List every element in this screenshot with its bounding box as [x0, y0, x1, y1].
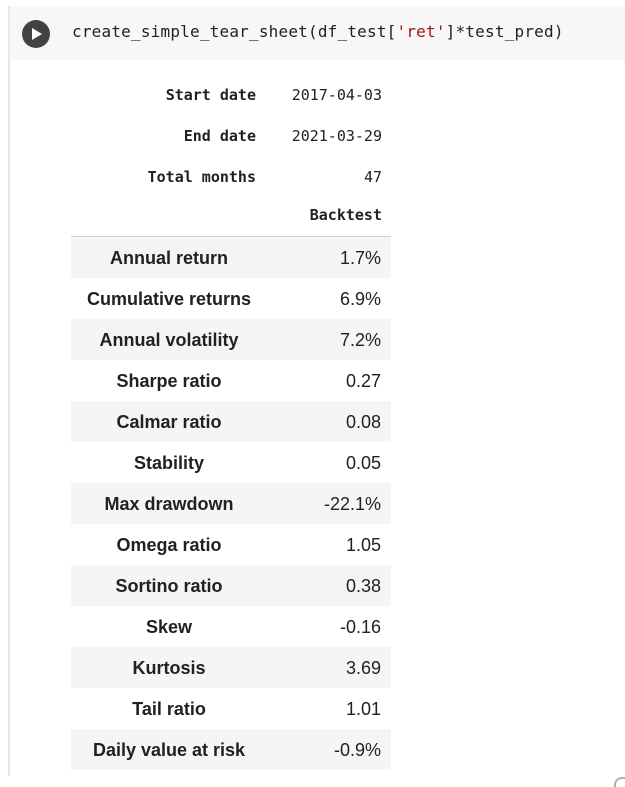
code-cell[interactable]: create_simple_tear_sheet(df_test['ret']*…: [10, 6, 625, 60]
row-value: 0.27: [345, 371, 381, 391]
table-row: Stability 0.05: [71, 442, 391, 483]
table-row: Kurtosis 3.69: [71, 647, 391, 688]
meta-value: 47: [363, 168, 382, 186]
meta-label: Total months: [147, 168, 256, 186]
play-icon: [32, 28, 42, 40]
table-row: Tail ratio 1.01: [71, 688, 391, 729]
table-row: Sortino ratio 0.38: [71, 565, 391, 606]
row-label: Stability: [133, 453, 204, 473]
row-label: Kurtosis: [132, 658, 206, 678]
run-cell-button[interactable]: [22, 20, 50, 48]
table-row: Cumulative returns 6.9%: [71, 278, 391, 319]
table-row: Daily value at risk -0.9%: [71, 729, 391, 770]
row-value: 0.08: [345, 412, 381, 432]
code-suffix: ]*test_pred): [445, 22, 564, 41]
row-value: -0.16: [339, 617, 381, 637]
row-value: 6.9%: [339, 289, 381, 309]
code-editor[interactable]: create_simple_tear_sheet(df_test['ret']*…: [72, 22, 564, 41]
meta-value: 2021-03-29: [291, 127, 382, 145]
row-label: Max drawdown: [104, 494, 234, 514]
row-value: 0.05: [345, 453, 381, 473]
meta-value: 2017-04-03: [291, 86, 382, 104]
table-row: Omega ratio 1.05: [71, 524, 391, 565]
meta-label: Start date: [165, 86, 256, 104]
row-label: Sortino ratio: [115, 576, 223, 596]
column-header-backtest: Backtest: [309, 206, 382, 224]
meta-row-total-months: Total months 47: [10, 156, 410, 197]
row-value: -0.9%: [333, 740, 381, 760]
table-row: Max drawdown -22.1%: [71, 483, 391, 524]
scroll-corner-icon: [614, 777, 625, 787]
row-label: Sharpe ratio: [116, 371, 222, 391]
table-row: Annual volatility 7.2%: [71, 319, 391, 360]
row-label: Omega ratio: [116, 535, 222, 555]
row-label: Skew: [145, 617, 193, 637]
cell-gutter: [8, 6, 10, 776]
row-label: Calmar ratio: [116, 412, 222, 432]
code-prefix: create_simple_tear_sheet(df_test[: [72, 22, 397, 41]
table-column-header: Backtest: [71, 196, 391, 237]
table-row: Calmar ratio 0.08: [71, 401, 391, 442]
row-label: Tail ratio: [132, 699, 206, 719]
row-label: Annual volatility: [99, 330, 239, 350]
row-value: -22.1%: [323, 494, 381, 514]
row-label: Daily value at risk: [92, 740, 246, 760]
cell-output: Start date 2017-04-03 End date 2021-03-2…: [10, 60, 625, 778]
code-string-literal: 'ret': [396, 22, 446, 41]
performance-table: Annual return 1.7% Cumulative returns 6.…: [71, 237, 391, 770]
row-value: 3.69: [345, 658, 381, 678]
row-value: 1.01: [345, 699, 381, 719]
row-label: Annual return: [109, 248, 228, 268]
row-value: 7.2%: [339, 330, 381, 350]
table-row: Annual return 1.7%: [71, 237, 391, 278]
row-label: Cumulative returns: [86, 289, 252, 309]
meta-row-end-date: End date 2021-03-29: [10, 115, 410, 156]
row-value: 1.05: [345, 535, 381, 555]
meta-label: End date: [183, 127, 256, 145]
table-row: Sharpe ratio 0.27: [71, 360, 391, 401]
table-row: Skew -0.16: [71, 606, 391, 647]
row-value: 1.7%: [339, 248, 381, 268]
meta-row-start-date: Start date 2017-04-03: [10, 74, 410, 115]
row-value: 0.38: [345, 576, 381, 596]
